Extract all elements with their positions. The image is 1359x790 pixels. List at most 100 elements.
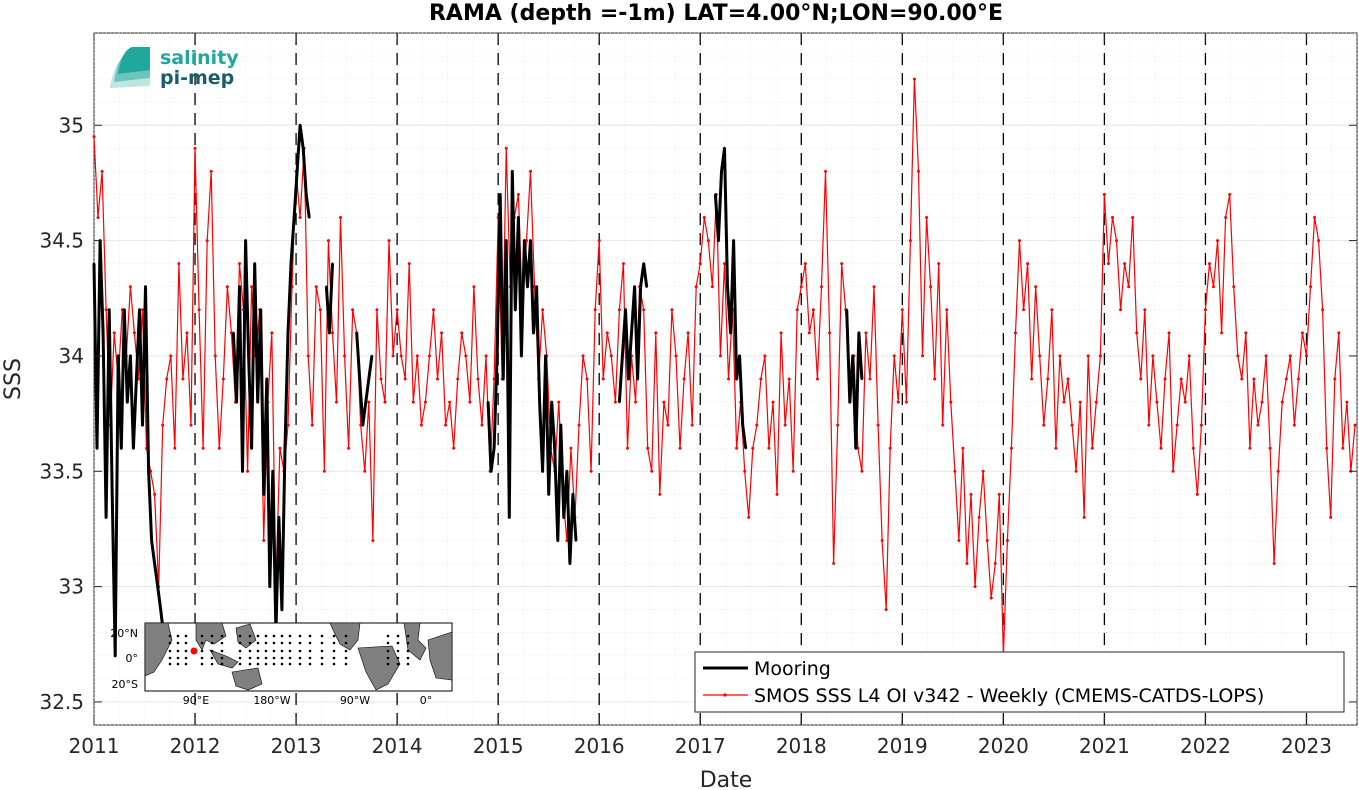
- data-point-mooring: [559, 423, 563, 427]
- data-point-smos: [815, 377, 819, 381]
- data-point-mooring: [526, 285, 529, 288]
- data-point-smos: [771, 400, 775, 404]
- buoy-dot: [200, 634, 204, 638]
- data-point-smos: [96, 216, 100, 220]
- data-point-smos: [343, 354, 347, 358]
- data-point-smos: [306, 354, 310, 358]
- data-point-smos: [415, 354, 419, 358]
- data-point-smos: [925, 216, 929, 220]
- logo-line1: salinity: [160, 47, 239, 69]
- data-point-smos: [819, 285, 823, 289]
- data-point-smos: [541, 308, 545, 312]
- data-point-smos: [977, 515, 981, 519]
- data-point-mooring: [645, 285, 648, 288]
- data-point-smos: [1090, 446, 1094, 450]
- buoy-dot: [308, 662, 312, 666]
- buoy-dot: [406, 662, 410, 666]
- data-point-mooring: [553, 447, 556, 450]
- data-point-smos: [436, 377, 440, 381]
- buoy-dot: [406, 641, 410, 645]
- data-point-smos: [1110, 216, 1114, 220]
- data-point-smos: [1341, 446, 1345, 450]
- data-point-smos: [128, 285, 132, 289]
- map-lat-label-equator: 0°: [126, 652, 139, 665]
- data-point-smos: [193, 146, 197, 150]
- x-tick-label: 2016: [574, 734, 625, 758]
- buoy-dot: [280, 662, 284, 666]
- data-point-smos: [217, 446, 221, 450]
- data-point-smos: [678, 446, 682, 450]
- data-point-smos: [1026, 262, 1030, 266]
- buoy-dot: [396, 649, 400, 653]
- data-point-smos: [949, 400, 953, 404]
- data-point-smos: [1329, 515, 1333, 519]
- buoy-dot: [256, 662, 260, 666]
- data-point-smos: [1171, 469, 1175, 473]
- buoy-dot: [238, 662, 242, 666]
- x-tick-labels: 2011 2012 2013 2014 2015 2016 2017 2018 2019 2020…: [69, 734, 1332, 758]
- data-point-mooring: [253, 262, 256, 265]
- x-tick-label: 2023: [1281, 734, 1332, 758]
- buoy-dot: [272, 641, 276, 645]
- buoy-dot: [308, 634, 312, 638]
- buoy-dot: [288, 662, 292, 666]
- buoy-dot: [200, 656, 204, 660]
- data-point-smos: [112, 331, 116, 335]
- data-point-mooring: [529, 239, 532, 242]
- data-point-smos: [250, 285, 254, 289]
- data-point-smos: [937, 262, 941, 266]
- data-point-mooring: [523, 239, 526, 242]
- data-point-mooring: [355, 331, 358, 335]
- data-point-mooring: [95, 447, 99, 450]
- buoy-dot: [256, 634, 260, 638]
- data-point-smos: [945, 308, 949, 312]
- buoy-dot: [176, 662, 180, 666]
- buoy-dot: [344, 634, 348, 638]
- buoy-dot: [298, 641, 302, 645]
- buoy-dot: [396, 662, 400, 666]
- data-point-mooring: [714, 193, 717, 196]
- data-point-smos: [706, 239, 710, 243]
- data-point-smos: [444, 423, 448, 427]
- buoy-dot: [332, 662, 336, 666]
- data-point-smos: [775, 492, 779, 496]
- buoy-dot: [200, 649, 204, 653]
- buoy-dot: [220, 649, 224, 653]
- buoy-dot: [220, 662, 224, 666]
- data-point-smos: [973, 585, 977, 589]
- buoy-dot: [184, 641, 188, 645]
- data-point-smos: [1005, 538, 1009, 542]
- data-point-mooring: [726, 285, 729, 288]
- data-point-smos: [237, 262, 241, 266]
- data-point-smos: [310, 423, 314, 427]
- data-point-mooring: [520, 354, 523, 358]
- data-point-mooring: [511, 170, 514, 173]
- data-point-mooring: [630, 331, 633, 335]
- data-point-smos: [961, 446, 965, 450]
- data-point-smos: [1353, 423, 1357, 427]
- buoy-dot: [272, 634, 276, 638]
- data-point-smos: [391, 354, 395, 358]
- data-point-smos: [1232, 285, 1236, 289]
- data-point-smos: [686, 331, 690, 335]
- buoy-dot: [396, 656, 400, 660]
- data-point-smos: [92, 135, 96, 139]
- data-point-smos: [1296, 377, 1300, 381]
- buoy-dot: [288, 649, 292, 653]
- data-point-mooring: [308, 216, 311, 219]
- buoy-dot: [386, 662, 390, 666]
- data-point-mooring: [92, 262, 96, 265]
- data-point-mooring: [153, 562, 156, 565]
- data-point-smos: [1094, 400, 1098, 404]
- data-point-smos: [1127, 285, 1131, 289]
- data-point-smos: [403, 377, 407, 381]
- data-point-smos: [1317, 239, 1321, 243]
- data-point-mooring: [486, 400, 490, 404]
- data-point-mooring: [295, 170, 299, 173]
- buoy-dot: [210, 656, 214, 660]
- data-point-mooring: [544, 354, 547, 358]
- buoy-dot: [248, 641, 252, 645]
- data-point-smos: [1292, 423, 1296, 427]
- data-point-smos: [104, 308, 108, 312]
- data-point-smos: [751, 446, 755, 450]
